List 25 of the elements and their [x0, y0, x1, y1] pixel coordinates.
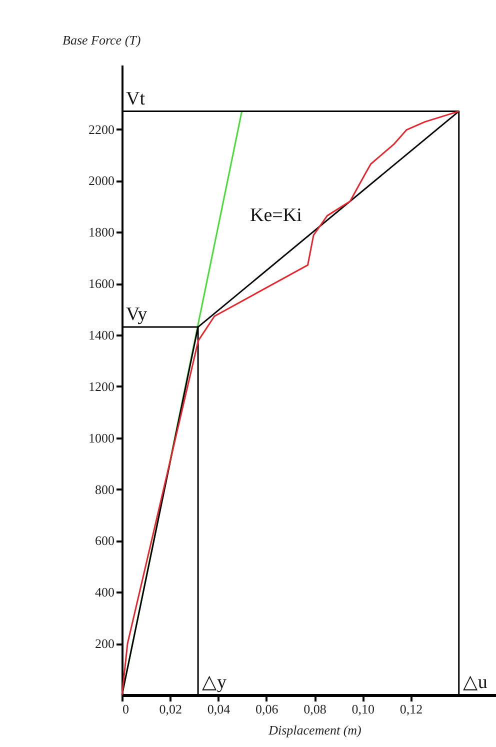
y-tick-label: 200 — [95, 636, 114, 652]
x-tick-label: 0,02 — [159, 702, 182, 716]
x-tick-label: 0,12 — [400, 702, 423, 716]
y-tick-label: 1200 — [88, 378, 114, 394]
y-tick-label: 400 — [95, 584, 114, 600]
x-tick-label: 0,06 — [256, 702, 279, 716]
y-tick-label: 1400 — [88, 328, 114, 342]
y-tick-label: 1000 — [88, 430, 114, 446]
annotation: Ke=Ki — [250, 205, 302, 226]
y-tick-label: 2000 — [88, 173, 114, 188]
y-axis-title: Base Force (T) — [62, 32, 141, 48]
x-tick-label: 0,04 — [207, 702, 231, 716]
y-tick-label: 600 — [95, 533, 114, 548]
x-tick-label: 0,10 — [352, 702, 374, 716]
x-axis-title: Displacement (m) — [268, 722, 362, 738]
y-tick-label: 1800 — [88, 224, 114, 240]
y-tick-label: 1600 — [88, 276, 114, 292]
x-tick-label: 0 — [122, 702, 129, 716]
annotation: Vt — [126, 88, 146, 110]
y-tick-label: 2200 — [88, 122, 114, 137]
annotation: △y — [202, 672, 228, 693]
annotation: △u — [462, 672, 488, 693]
x-tick-label: 0,08 — [304, 702, 326, 716]
annotation: Vy — [126, 304, 148, 326]
y-tick-label: 800 — [95, 482, 114, 497]
